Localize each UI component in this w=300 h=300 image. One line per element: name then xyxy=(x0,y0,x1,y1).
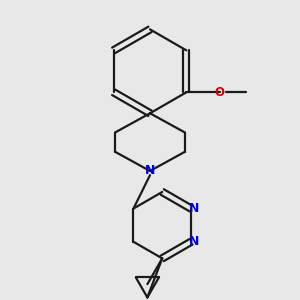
Text: N: N xyxy=(145,164,155,178)
Text: N: N xyxy=(189,235,199,248)
Text: O: O xyxy=(214,86,225,99)
Text: N: N xyxy=(189,202,199,215)
